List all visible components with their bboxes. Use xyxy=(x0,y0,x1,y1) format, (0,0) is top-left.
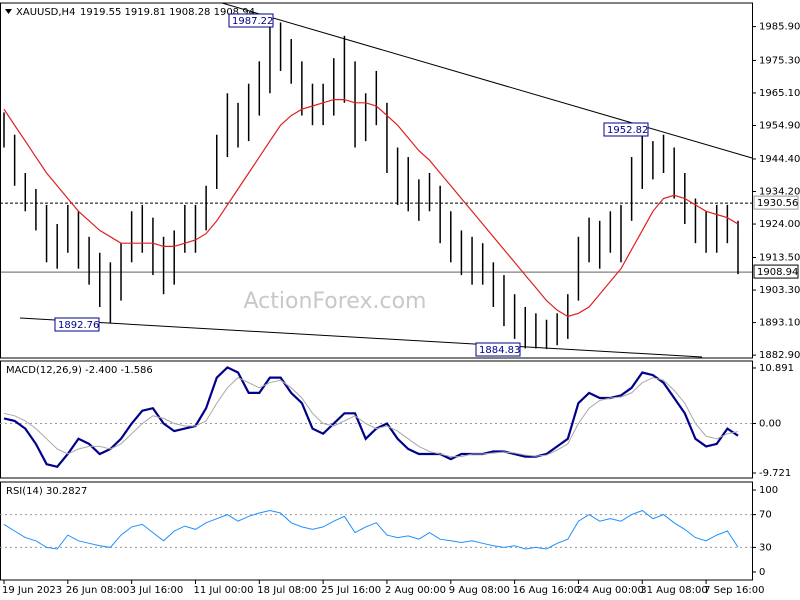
x-tick-label: 16 Aug 16:00 xyxy=(513,585,580,596)
annotation: 1952.82 xyxy=(607,125,648,136)
panel-frame xyxy=(0,481,753,581)
y-tick-label: 1903.30 xyxy=(759,285,800,296)
panel-frame xyxy=(0,360,753,479)
panel-title: MACD(12,26,9) -2.400 -1.586 xyxy=(6,365,153,376)
annotation-box xyxy=(603,122,649,137)
y-tick-label: 1934.20 xyxy=(759,187,800,198)
y-tick-label: 1924.00 xyxy=(759,219,800,230)
x-tick-label: 11 Jul 00:00 xyxy=(193,585,253,596)
x-tick-label: 9 Aug 08:00 xyxy=(449,585,510,596)
y-tick-label: 1985.90 xyxy=(759,22,800,33)
annotation: 1884.83 xyxy=(479,345,520,356)
level-label: 1930.56 xyxy=(757,198,798,209)
y-tick-label: 1954.90 xyxy=(759,120,800,131)
x-tick-label: 18 Jul 08:00 xyxy=(257,585,317,596)
watermark: ActionForex.com xyxy=(244,289,427,314)
panel-frame xyxy=(0,2,753,359)
y-tick-label: 1975.30 xyxy=(759,55,800,66)
panel-title: RSI(14) 30.2827 xyxy=(6,486,87,497)
y-tick-label: 0.00 xyxy=(759,418,781,429)
trendline xyxy=(19,317,703,358)
x-tick-label: 3 Jul 16:00 xyxy=(130,585,184,596)
series-line xyxy=(3,509,739,550)
x-tick-label: 7 Sep 16:00 xyxy=(704,585,764,596)
y-tick-label: 10.891 xyxy=(759,363,794,374)
x-tick-label: 31 Aug 08:00 xyxy=(640,585,707,596)
series-line xyxy=(3,366,739,469)
y-tick-label: 0 xyxy=(759,567,765,578)
level-label: 1908.94 xyxy=(757,267,798,278)
x-tick-label: 2 Aug 00:00 xyxy=(385,585,446,596)
trendline xyxy=(221,2,753,159)
annotation-box xyxy=(475,342,521,357)
annotation: 1892.76 xyxy=(58,320,99,331)
y-tick-label: 70 xyxy=(759,510,772,521)
y-tick-label: 30 xyxy=(759,542,772,553)
y-tick-label: 100 xyxy=(759,485,778,496)
annotation-box xyxy=(54,317,100,332)
x-tick-label: 25 Jul 16:00 xyxy=(321,585,381,596)
panel-title: XAUUSD,H4 xyxy=(16,7,75,18)
level-label-box xyxy=(753,264,799,279)
annotation: 1987.22 xyxy=(232,16,273,27)
y-tick-label: -9.721 xyxy=(759,468,791,479)
symbol-icon xyxy=(5,9,12,14)
x-tick-label: 26 Jun 08:00 xyxy=(66,585,130,596)
series-line xyxy=(3,376,739,458)
y-tick-label: 1965.10 xyxy=(759,88,800,99)
y-tick-label: 1882.90 xyxy=(759,350,800,361)
annotation-box xyxy=(228,13,274,28)
y-tick-label: 1893.10 xyxy=(759,318,800,329)
panel-subtitle: 1919.55 1919.81 1908.28 1908.94 xyxy=(80,7,255,18)
level-label-box xyxy=(753,195,799,210)
x-tick-label: 24 Aug 00:00 xyxy=(576,585,643,596)
x-tick-label: 19 Jun 2023 xyxy=(2,585,62,596)
y-tick-label: 1944.40 xyxy=(759,154,800,165)
y-tick-label: 1913.50 xyxy=(759,253,800,264)
series-line xyxy=(3,98,739,318)
